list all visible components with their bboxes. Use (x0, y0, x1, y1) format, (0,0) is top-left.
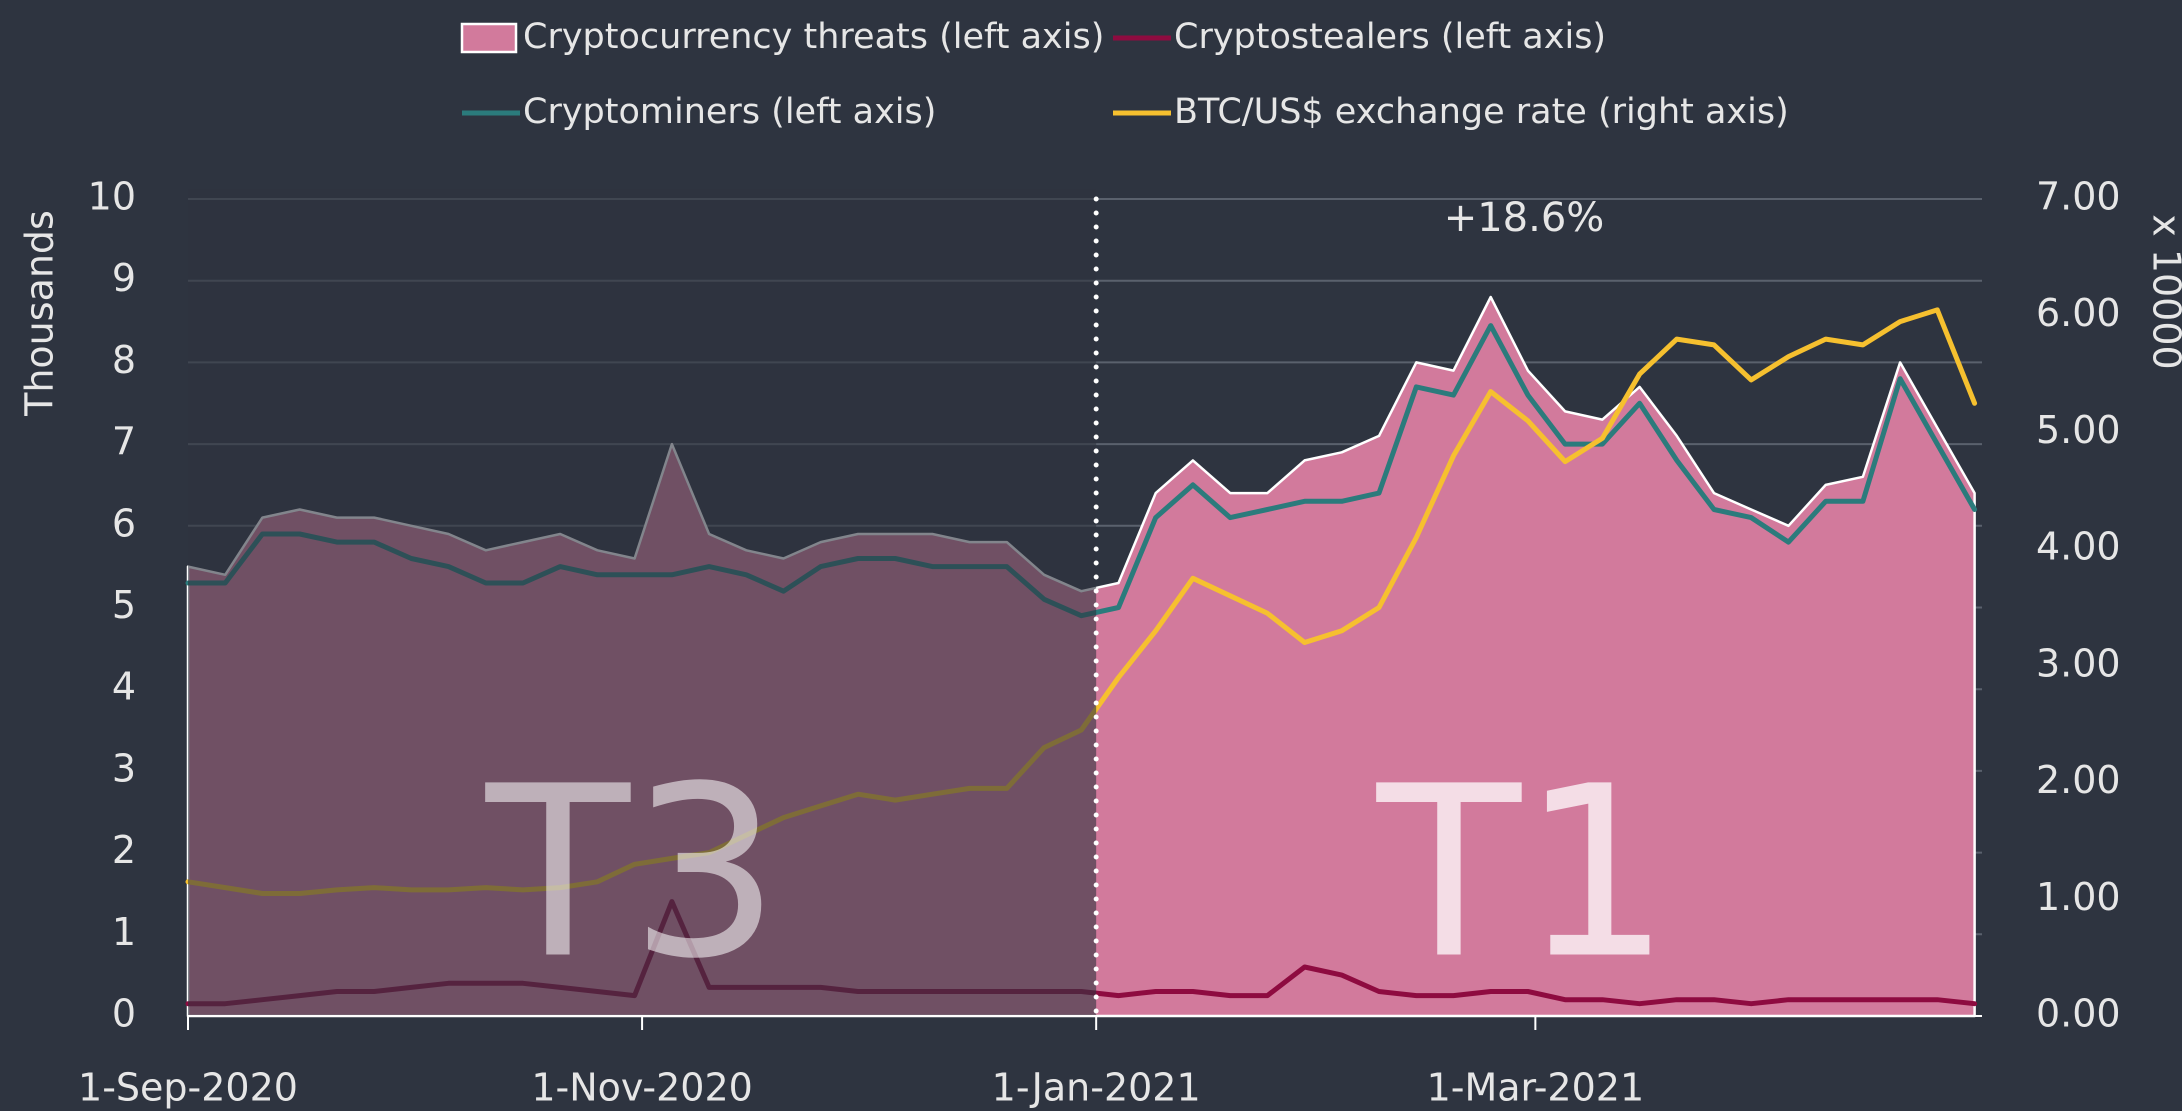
y-tick-label: 7 (112, 420, 136, 464)
legend-item: Cryptocurrency threats (left axis) (460, 17, 1104, 57)
period-label: T3 (485, 735, 780, 1010)
y2-tick-label: 4.00 (2036, 525, 2121, 569)
x-tick-label: 1-Sep-2020 (78, 1066, 298, 1110)
x-tick-label: 1-Jan-2021 (992, 1066, 1201, 1110)
y2-tick-label: 1.00 (2036, 875, 2121, 919)
y2-tick-label: 0.00 (2036, 992, 2121, 1036)
legend-item: Cryptostealers (left axis) (1113, 17, 1606, 57)
y-tick-label: 9 (112, 256, 136, 300)
x-tick-label: 1-Nov-2020 (531, 1066, 752, 1110)
y-axis-label: Thousands (18, 210, 62, 417)
y-tick-label: 1 (112, 910, 136, 954)
y2-tick-label: 5.00 (2036, 408, 2121, 452)
y2-tick-label: 6.00 (2036, 291, 2121, 335)
annotation: +18.6% (1444, 195, 1605, 241)
legend-item: Cryptominers (left axis) (462, 92, 936, 132)
y2-tick-label: 2.00 (2036, 758, 2121, 802)
legend-item: BTC/US$ exchange rate (right axis) (1113, 92, 1789, 132)
legend-label: Cryptocurrency threats (left axis) (523, 17, 1104, 57)
legend-label: BTC/US$ exchange rate (right axis) (1174, 92, 1789, 132)
y2-axis-label: x 10000 (2145, 214, 2182, 369)
y-tick-label: 2 (112, 828, 136, 872)
legend-label: Cryptominers (left axis) (523, 92, 936, 132)
y2-tick-label: 3.00 (2036, 641, 2121, 685)
y-tick-label: 4 (112, 665, 136, 709)
y-tick-label: 0 (112, 992, 136, 1036)
period-label: T1 (1376, 735, 1671, 1010)
x-tick-label: 1-Mar-2021 (1427, 1066, 1645, 1110)
y-tick-label: 8 (112, 338, 136, 382)
y-tick-label: 6 (112, 501, 136, 545)
y2-tick-label: 7.00 (2036, 175, 2121, 219)
legend-swatch (460, 22, 518, 54)
y-tick-label: 10 (88, 175, 136, 219)
y-tick-label: 5 (112, 583, 136, 627)
legend-label: Cryptostealers (left axis) (1174, 17, 1606, 57)
period-shade (188, 189, 1097, 1016)
y-tick-label: 3 (112, 746, 136, 790)
